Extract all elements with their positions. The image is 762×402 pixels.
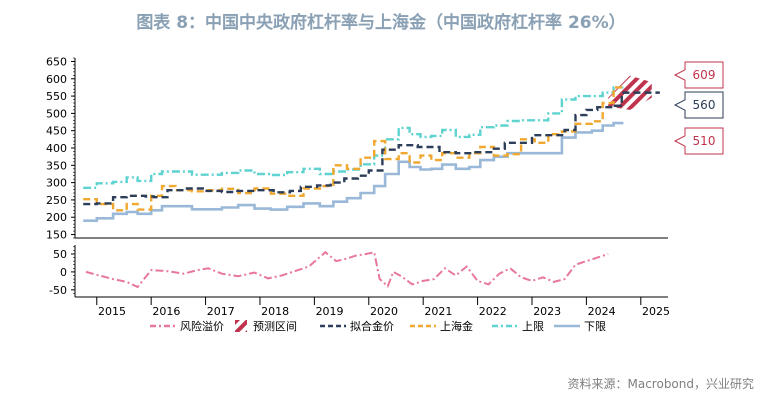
legend-item: 上海金 xyxy=(410,319,473,333)
x-tick-label: 2025 xyxy=(642,305,670,318)
callout-609: 609 xyxy=(673,61,724,89)
y-tick-label: 250 xyxy=(46,194,67,207)
bottom-panel: -50 0 50 xyxy=(49,245,668,298)
legend-label: 预测区间 xyxy=(253,320,297,333)
y-tick-label: 550 xyxy=(46,90,67,103)
callout-label: 560 xyxy=(693,98,716,112)
series-risk-premium xyxy=(85,250,609,289)
legend-label: 上限 xyxy=(522,320,544,333)
legend-label: 风险溢价 xyxy=(180,319,224,333)
x-tick-label: 2023 xyxy=(533,305,561,318)
forecast-band xyxy=(608,75,652,110)
y-tick-label: 450 xyxy=(46,125,67,138)
x-axis: 2015 2016 2017 2018 2019 2020 2021 2022 2023 2024… xyxy=(96,297,670,318)
legend-label: 上海金 xyxy=(440,319,473,333)
x-tick-label: 2017 xyxy=(207,305,235,318)
x-tick-label: 2020 xyxy=(370,305,398,318)
y2-tick-label: 0 xyxy=(60,266,67,279)
callouts: 609 560 510 xyxy=(673,61,724,155)
legend: 风险溢价 预测区间 拟合金价 上海金 上限 下限 xyxy=(150,319,606,333)
y-tick-label: 200 xyxy=(46,211,67,224)
fit-forecast-line xyxy=(613,91,660,107)
series-下限 xyxy=(83,121,624,222)
x-tick-label: 2024 xyxy=(588,305,616,318)
top-panel: 150 200 250 300 350 400 450 500 550 600 650 xyxy=(46,55,668,242)
legend-item: 拟合金价 xyxy=(320,319,394,333)
callout-box xyxy=(673,61,724,89)
legend-swatch xyxy=(235,320,247,332)
callout-560: 560 xyxy=(673,91,724,119)
y-tick-label: 150 xyxy=(46,229,67,242)
x-tick-label: 2019 xyxy=(316,305,344,318)
series-上限 xyxy=(83,86,624,189)
callout-box xyxy=(673,127,724,155)
callout-label: 609 xyxy=(693,68,716,82)
series-拟合金价 xyxy=(83,104,624,206)
x-tick-label: 2016 xyxy=(152,305,180,318)
callout-label: 510 xyxy=(693,134,716,148)
y-tick-label: 350 xyxy=(46,159,67,172)
x-tick-label: 2015 xyxy=(98,305,126,318)
y-tick-label: 650 xyxy=(46,55,67,68)
x-tick-label: 2018 xyxy=(261,305,289,318)
legend-item: 预测区间 xyxy=(235,320,297,333)
legend-item: 风险溢价 xyxy=(150,319,224,333)
y-tick-label: 400 xyxy=(46,142,67,155)
x-tick-label: 2021 xyxy=(424,305,452,318)
y2-tick-label: 50 xyxy=(53,248,67,261)
source-note: 资料来源：Macrobond，兴业研究 xyxy=(567,377,755,391)
y-tick-label: 300 xyxy=(46,177,67,190)
legend-label: 拟合金价 xyxy=(350,319,394,333)
y-tick-label: 600 xyxy=(46,73,67,86)
legend-item: 上限 xyxy=(492,320,544,333)
y2-tick-label: -50 xyxy=(49,284,67,297)
chart-title: 图表 8：中国中央政府杠杆率与上海金（中国政府杠杆率 26%） xyxy=(136,13,626,33)
callout-box xyxy=(673,91,724,119)
callout-510: 510 xyxy=(673,127,724,155)
series-上海金 xyxy=(83,86,624,212)
legend-item: 下限 xyxy=(554,320,606,333)
legend-label: 下限 xyxy=(584,320,606,333)
x-tick-label: 2022 xyxy=(479,305,507,318)
y-tick-label: 500 xyxy=(46,107,67,120)
